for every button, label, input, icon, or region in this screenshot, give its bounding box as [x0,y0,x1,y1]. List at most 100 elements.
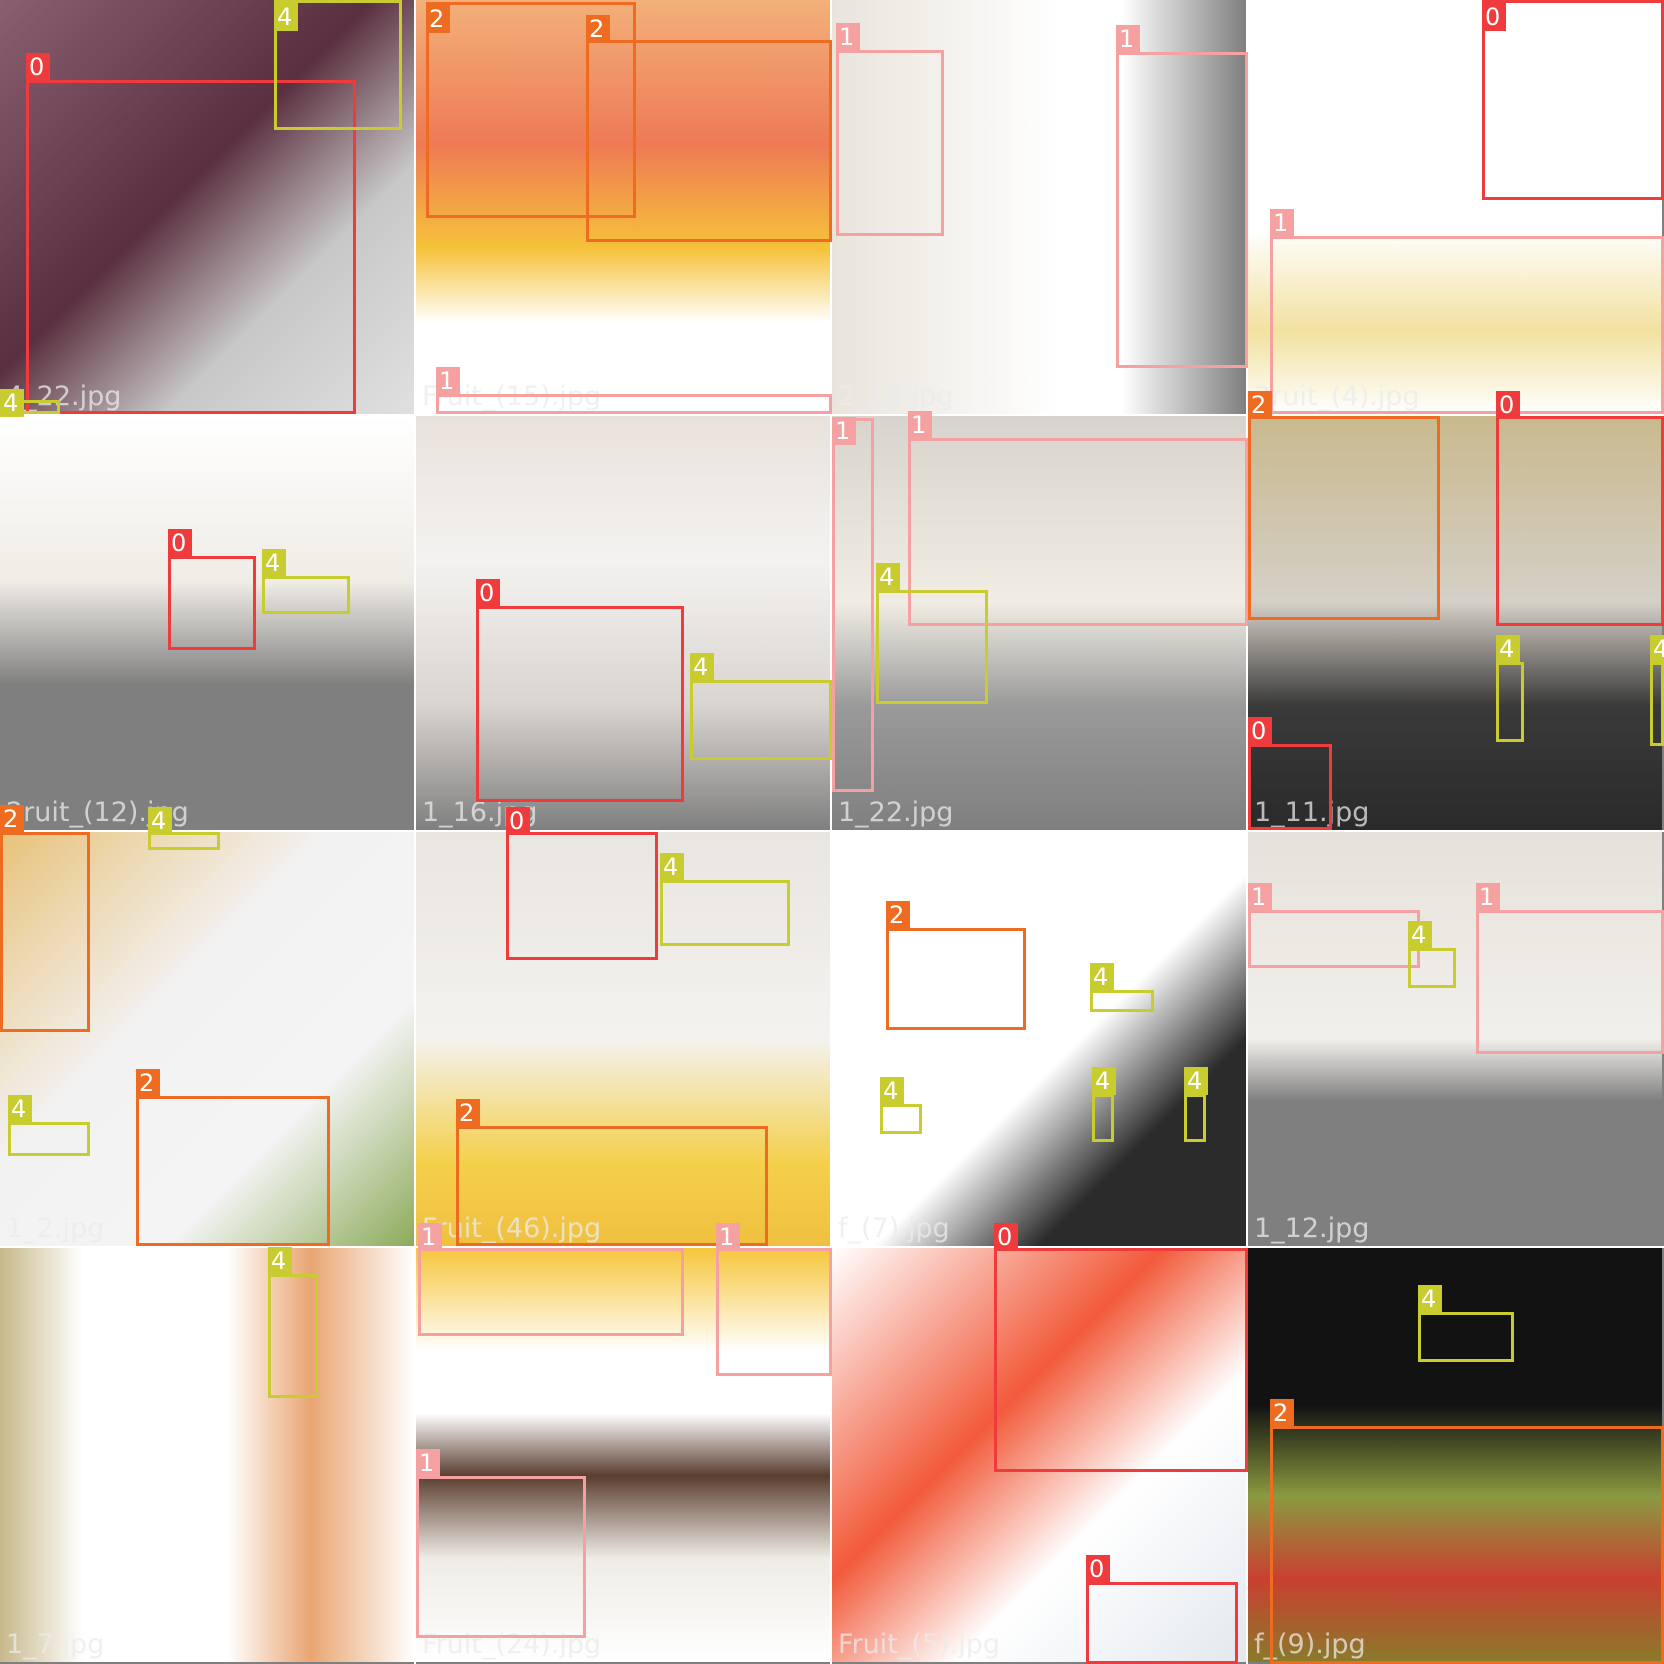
bbox-mango: 2 [426,2,636,218]
tile-6: 1_16.jpg [416,416,830,830]
grid-divider [0,1246,1664,1248]
bbox-mango: 2 [886,901,1026,1030]
bbox-finger: 4 [268,1247,318,1398]
class-tag: 0 [1496,391,1520,419]
tile-14: Fruit_(24).jpg [416,1248,830,1662]
grid-divider [1246,0,1248,1664]
class-tag: 1 [1270,209,1294,237]
tile-filename: Fruit_(5).jpg [838,1629,1000,1660]
bbox-banana: 1 [418,1223,684,1336]
bbox-mango: 2 [1248,391,1440,620]
tile-11: f_(7).jpg [832,832,1246,1246]
class-tag: 0 [1248,717,1272,745]
bbox-banana: 1 [908,411,1248,626]
class-tag: 0 [476,579,500,607]
grid-divider [0,830,1664,832]
bbox-finger: 4 [1092,1067,1116,1142]
tile-filename: 4_22.jpg [6,381,122,412]
tile-2: Fruit_(15).jpg [416,0,830,414]
tile-image [0,1248,414,1662]
class-tag: 2 [886,901,910,929]
class-tag: 4 [876,563,900,591]
bbox-finger: 4 [148,807,220,850]
bbox-mango: 2 [456,1099,768,1246]
bbox-banana: 1 [1270,209,1664,414]
tile-9: 1_2.jpg [0,832,414,1246]
class-tag: 1 [436,367,460,395]
bbox-banana: 1 [436,367,832,414]
bbox-finger: 4 [1650,635,1664,746]
class-tag: 0 [994,1223,1018,1251]
class-tag: 4 [690,653,714,681]
bbox-apple: 0 [1086,1555,1238,1664]
tile-10: Fruit_(46).jpg [416,832,830,1246]
tile-image [1248,832,1662,1246]
class-tag: 0 [506,807,530,835]
class-tag: 4 [1408,921,1432,949]
class-tag: 0 [1086,1555,1110,1583]
tile-image [0,0,414,414]
bbox-finger: 4 [876,563,988,704]
bbox-finger: 4 [1184,1067,1208,1142]
class-tag: 1 [836,23,860,51]
bbox-finger: 4 [0,389,60,417]
class-tag: 2 [456,1099,480,1127]
bbox-mango: 2 [586,15,832,242]
bbox-banana: 1 [416,1449,586,1638]
tile-4: 2ruit_(4).jpg [1248,0,1662,414]
bbox-banana: 1 [836,23,944,236]
tile-filename: f_(7).jpg [838,1213,950,1244]
bbox-banana: 1 [716,1223,832,1376]
class-tag: 1 [716,1223,740,1251]
class-tag: 2 [1270,1399,1294,1427]
bbox-finger: 4 [1496,635,1524,742]
grid-divider [414,0,416,1664]
class-tag: 1 [1116,25,1140,53]
tile-15: Fruit_(5).jpg [832,1248,1246,1662]
class-tag: 4 [0,389,24,417]
tile-image [1248,1248,1662,1662]
grid-divider [0,414,1664,416]
bbox-banana: 1 [1248,883,1420,968]
class-tag: 4 [268,1247,292,1275]
tile-3: 2_18.jpg [832,0,1246,414]
grid-divider [830,0,832,1664]
class-tag: 1 [1248,883,1272,911]
bbox-mango: 2 [136,1069,330,1246]
tile-5: 2ruit_(12).jpg [0,416,414,830]
bbox-mango: 2 [1270,1399,1664,1664]
bbox-apple: 0 [476,579,684,802]
class-tag: 0 [26,53,50,81]
class-tag: 0 [168,529,192,557]
class-tag: 2 [586,15,610,43]
class-tag: 1 [416,1449,440,1477]
class-tag: 4 [1092,1067,1116,1095]
tile-filename: Fruit_(46).jpg [422,1213,602,1244]
bbox-apple: 0 [26,53,356,414]
tile-image [832,0,1246,414]
class-tag: 1 [832,417,856,445]
bbox-apple: 0 [1248,717,1332,830]
class-tag: 2 [0,805,24,833]
class-tag: 4 [1496,635,1520,663]
tile-image [832,832,1246,1246]
class-tag: 4 [1650,635,1664,663]
class-tag: 0 [1482,3,1506,31]
bbox-banana: 1 [1116,25,1248,368]
class-tag: 1 [1476,883,1500,911]
class-tag: 1 [418,1223,442,1251]
tile-image [416,0,830,414]
bbox-banana: 1 [832,417,874,792]
bbox-finger: 4 [262,549,350,614]
bbox-apple: 0 [994,1223,1248,1472]
bbox-finger: 4 [1418,1285,1514,1362]
tile-image [0,416,414,830]
tile-image [0,832,414,1246]
tile-image [832,1248,1246,1662]
bbox-apple: 0 [1496,391,1664,626]
bbox-finger: 4 [660,853,790,946]
bbox-finger: 4 [880,1077,922,1134]
class-tag: 4 [262,549,286,577]
class-tag: 4 [1418,1285,1442,1313]
bbox-apple: 0 [1482,0,1664,200]
